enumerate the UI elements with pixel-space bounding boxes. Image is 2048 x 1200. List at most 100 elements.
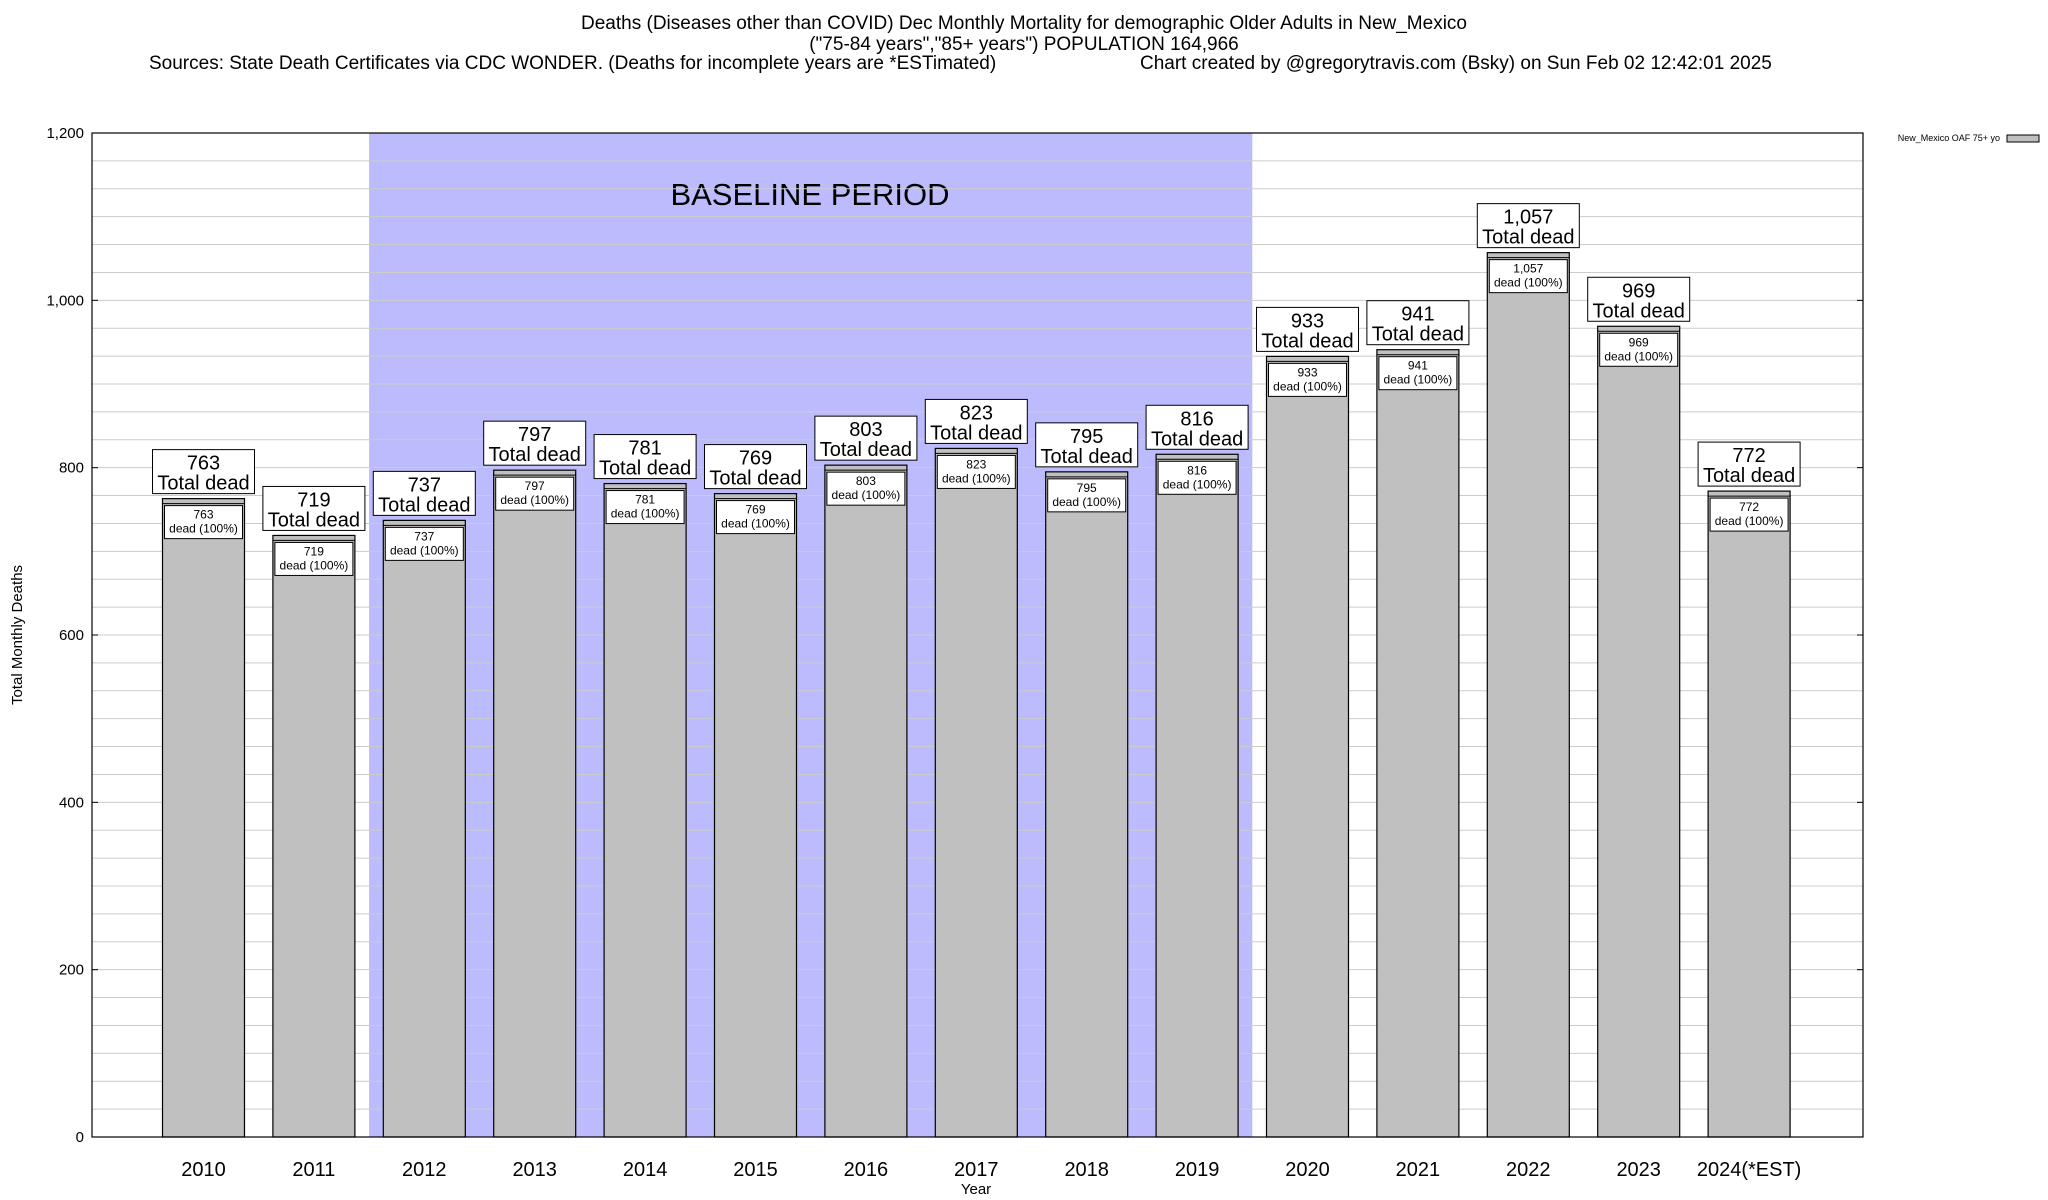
bar-inner-pct: dead (100%) <box>611 507 680 521</box>
bar-inner-value: 941 <box>1408 359 1428 373</box>
x-tick-label: 2011 <box>292 1159 335 1181</box>
bar-top-label-box <box>1256 306 1359 352</box>
y-axis-label: Total Monthly Deaths <box>9 565 26 705</box>
x-tick-label: 2016 <box>844 1159 889 1181</box>
bar-inner-pct: dead (100%) <box>942 471 1011 485</box>
bar-top-value: 763 <box>187 453 220 475</box>
bar-top-value: 795 <box>1070 426 1103 448</box>
x-axis-label: Year <box>961 1181 991 1198</box>
bar-top-label-box <box>704 444 807 490</box>
bar <box>161 498 246 1138</box>
legend: New_Mexico OAF 75+ yo <box>1898 133 2040 143</box>
bar-inner-pct: dead (100%) <box>1494 276 1563 290</box>
y-tick-label: 600 <box>59 627 84 644</box>
bar <box>1265 355 1350 1138</box>
bar <box>934 447 1018 1138</box>
bar-top-label-box <box>483 420 587 466</box>
bar-inner-value: 797 <box>525 479 545 493</box>
bar-inner-label-box <box>164 505 243 540</box>
legend-swatch <box>2006 134 2040 143</box>
chart-subtitle: ("75-84 years","85+ years") POPULATION 1… <box>809 34 1239 55</box>
bar-inner-value: 933 <box>1297 365 1317 379</box>
bar-inner-label-box <box>1709 497 1789 532</box>
bar <box>1707 490 1791 1138</box>
bar-top-text: Total dead <box>1041 446 1133 468</box>
x-tick-label: 2014 <box>623 1159 668 1181</box>
bar <box>1155 453 1239 1138</box>
x-tick-label: 2022 <box>1506 1159 1551 1181</box>
x-tick-label: 2021 <box>1396 1159 1441 1181</box>
bar <box>382 519 466 1138</box>
bar-top-label-box <box>814 415 918 461</box>
x-tick-label: 2012 <box>402 1159 447 1181</box>
bar-inner-label-box <box>1488 259 1568 294</box>
x-tick-label: 2010 <box>181 1159 226 1181</box>
bar <box>603 482 687 1138</box>
bar-top-text: Total dead <box>1151 428 1243 450</box>
bar-inner-pct: dead (100%) <box>1052 495 1121 509</box>
y-tick-label: 1,000 <box>46 292 84 309</box>
bar-top-text: Total dead <box>1593 300 1685 322</box>
bar <box>1597 325 1681 1138</box>
bar-top-text: Total dead <box>820 439 912 461</box>
bar-inner-value: 1,057 <box>1513 262 1543 276</box>
bar-inner-pct: dead (100%) <box>390 543 459 557</box>
sources-note: Sources: State Death Certificates via CD… <box>149 53 997 74</box>
bar <box>1045 471 1129 1138</box>
bar <box>713 493 798 1138</box>
bar-inner-label-box <box>274 541 354 576</box>
bar-inner-label-box <box>1047 478 1127 513</box>
bar-top-text: Total dead <box>1261 330 1353 352</box>
bars <box>161 252 1791 1138</box>
bar-inner-pct: dead (100%) <box>169 522 238 536</box>
bar-top-value: 719 <box>297 489 330 511</box>
y-tick-label: 800 <box>59 460 84 477</box>
bar-top-text: Total dead <box>157 473 249 495</box>
bar <box>1486 252 1570 1138</box>
bar-top-value: 781 <box>628 438 661 460</box>
bar-inner-value: 803 <box>856 474 876 488</box>
bar-inner-pct: dead (100%) <box>500 493 569 507</box>
x-tick-label: 2023 <box>1616 1159 1661 1181</box>
bar-inner-value: 823 <box>966 457 986 471</box>
y-tick-label: 0 <box>76 1129 84 1146</box>
bar-top-value: 1,057 <box>1503 207 1553 229</box>
bar-top-value: 797 <box>518 424 551 446</box>
bar-top-label-box <box>1145 404 1249 450</box>
bar-inner-pct: dead (100%) <box>1604 349 1673 363</box>
chart-title: Deaths (Diseases other than COVID) Dec M… <box>581 13 1467 34</box>
y-tick-label: 400 <box>59 794 84 811</box>
plot-frame <box>91 132 1864 1138</box>
bar-top-text: Total dead <box>930 422 1022 444</box>
bar-top-value: 772 <box>1732 445 1765 467</box>
bar-inner-pct: dead (100%) <box>832 488 901 502</box>
x-tick-label: 2015 <box>733 1159 778 1181</box>
bar-top-label-box <box>1476 203 1580 249</box>
bar-inner-label-box <box>1599 332 1679 367</box>
bar-inner-pct: dead (100%) <box>721 517 790 531</box>
bar-inner-label-box <box>1157 460 1237 495</box>
bar-top-text: Total dead <box>599 458 691 480</box>
bar-top-text: Total dead <box>268 509 360 531</box>
bar-top-label-box <box>372 470 476 516</box>
bar-inner-label-box <box>716 500 795 535</box>
bar-top-text: Total dead <box>1372 324 1464 346</box>
bar-inner-pct: dead (100%) <box>1715 514 1784 528</box>
x-tick-label: 2019 <box>1175 1159 1220 1181</box>
bar-top-value: 941 <box>1401 304 1434 326</box>
bar-inner-value: 737 <box>414 529 434 543</box>
bar <box>272 534 356 1138</box>
bar-top-value: 823 <box>960 402 993 424</box>
baseline-period-label: BASELINE PERIOD <box>670 177 949 212</box>
bar-inner-label-box <box>1268 362 1347 397</box>
bar-inner-value: 719 <box>304 544 324 558</box>
bar-top-label-box <box>1035 422 1139 468</box>
bar-top-value: 933 <box>1291 310 1324 332</box>
bar-top-text: Total dead <box>709 468 801 490</box>
bar-inner-label-box <box>495 476 575 511</box>
x-tick-label: 2018 <box>1064 1159 1109 1181</box>
bar-top-label-box <box>152 449 255 495</box>
bar-inner-pct: dead (100%) <box>1273 379 1342 393</box>
chart-credit: Chart created by @gregorytravis.com (Bsk… <box>1140 53 1772 74</box>
